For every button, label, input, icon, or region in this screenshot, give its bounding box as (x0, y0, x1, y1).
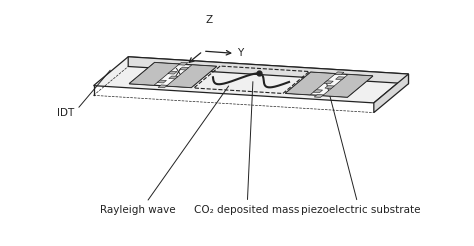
Polygon shape (325, 86, 334, 89)
Text: IDT: IDT (57, 70, 110, 118)
Polygon shape (128, 57, 409, 84)
Polygon shape (285, 72, 336, 95)
Polygon shape (323, 75, 373, 97)
Polygon shape (314, 94, 324, 97)
Text: Z: Z (205, 15, 212, 25)
Text: X: X (175, 68, 182, 78)
Polygon shape (324, 81, 333, 84)
Polygon shape (335, 72, 344, 75)
Polygon shape (336, 77, 345, 80)
Polygon shape (129, 62, 179, 85)
Polygon shape (166, 65, 217, 88)
Polygon shape (169, 76, 178, 79)
Polygon shape (313, 90, 323, 92)
Text: CO₂ deposited mass: CO₂ deposited mass (194, 82, 300, 215)
Polygon shape (129, 62, 217, 88)
Polygon shape (168, 71, 177, 74)
Text: piezoelectric substrate: piezoelectric substrate (301, 77, 420, 215)
Polygon shape (374, 74, 409, 113)
Polygon shape (285, 72, 373, 97)
Text: Y: Y (237, 48, 244, 58)
Polygon shape (179, 62, 188, 65)
Polygon shape (157, 80, 166, 83)
Text: Rayleigh wave: Rayleigh wave (100, 86, 228, 215)
Polygon shape (180, 67, 189, 70)
Polygon shape (93, 57, 409, 103)
Polygon shape (158, 85, 167, 88)
